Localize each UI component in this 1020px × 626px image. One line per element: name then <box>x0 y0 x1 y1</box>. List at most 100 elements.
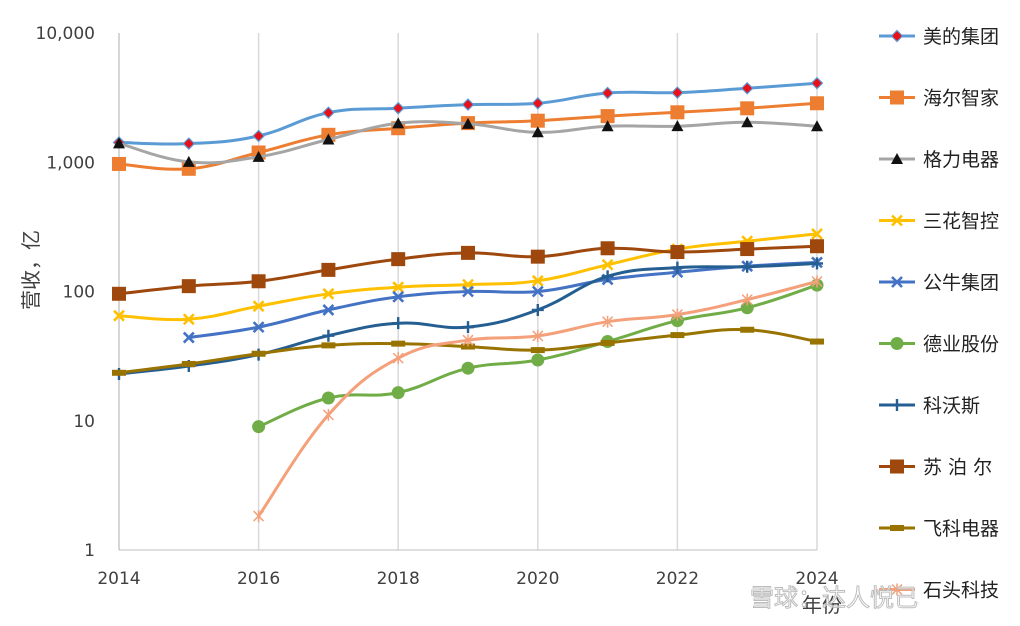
data-point <box>252 150 265 162</box>
series-8 <box>112 239 824 301</box>
data-point <box>462 285 474 298</box>
legend-label: 石头科技 <box>923 580 999 602</box>
data-point <box>182 137 196 150</box>
data-point <box>530 347 545 354</box>
data-point <box>811 275 823 288</box>
data-point <box>182 313 195 326</box>
legend-label: 德业股份 <box>923 334 999 356</box>
y-axis-title: 营收，亿 <box>19 230 43 310</box>
data-point <box>321 391 335 405</box>
data-point <box>601 258 614 271</box>
series-10 <box>253 275 823 523</box>
data-point <box>811 227 823 240</box>
y-tick-label: 1,000 <box>46 153 95 173</box>
data-point <box>741 260 754 273</box>
data-point <box>531 353 545 367</box>
data-point <box>810 338 824 345</box>
legend-label: 公牛集团 <box>923 272 999 294</box>
legend-item: 石头科技 <box>879 580 999 602</box>
legend-item: 美的集团 <box>879 26 999 48</box>
data-point <box>462 334 474 347</box>
data-point <box>462 321 474 334</box>
data-point <box>671 86 684 99</box>
data-point <box>671 120 684 132</box>
legend-label: 格力电器 <box>923 149 999 171</box>
data-point <box>671 261 684 274</box>
x-axis-title: 年份 <box>802 593 842 617</box>
data-point <box>113 137 125 149</box>
series-line <box>117 101 819 171</box>
legend-item: 海尔智家 <box>879 88 999 110</box>
y-tick-label: 10 <box>73 412 95 432</box>
x-tick-label: 2020 <box>516 569 559 589</box>
series-layer <box>112 76 824 523</box>
data-point <box>741 293 753 306</box>
data-point <box>810 239 824 254</box>
data-point <box>392 317 405 330</box>
series-line <box>187 260 819 340</box>
data-point <box>530 113 545 128</box>
legend-label: 科沃斯 <box>923 395 980 417</box>
data-point <box>530 249 545 264</box>
data-point <box>112 156 126 171</box>
series-9 <box>112 326 824 376</box>
data-point <box>810 96 824 111</box>
x-tick-label: 2018 <box>377 569 420 589</box>
watermark: 雪球：达人悦己 <box>750 584 918 612</box>
data-point <box>531 274 544 287</box>
series-4 <box>113 227 823 326</box>
data-point <box>112 286 126 301</box>
data-point <box>182 331 195 344</box>
data-point <box>810 76 824 90</box>
data-point <box>741 116 754 128</box>
x-tick-label: 2022 <box>656 569 699 589</box>
data-point <box>251 350 266 357</box>
data-point <box>811 257 823 270</box>
data-point <box>253 510 265 523</box>
data-point <box>322 329 335 342</box>
data-point <box>391 252 406 267</box>
data-point <box>890 90 904 105</box>
data-point <box>391 340 406 347</box>
data-point <box>461 343 475 350</box>
data-point <box>740 326 755 333</box>
data-point <box>891 276 903 288</box>
x-tick-label: 2014 <box>97 569 140 589</box>
data-point <box>890 459 904 474</box>
data-point <box>601 270 614 283</box>
data-point <box>391 101 405 115</box>
data-point <box>322 133 335 145</box>
data-point <box>671 308 683 321</box>
data-point <box>252 420 266 434</box>
x-tick-label: 2016 <box>237 569 280 589</box>
legend-item: 飞科电器 <box>879 518 999 540</box>
legend-item: 三花智控 <box>879 211 999 233</box>
legend-item: 苏 泊 尔 <box>879 457 992 479</box>
data-point <box>461 98 475 111</box>
data-point <box>252 321 265 334</box>
data-point <box>322 106 335 120</box>
data-point <box>890 337 904 350</box>
data-point <box>890 525 904 531</box>
data-point <box>531 126 544 138</box>
legend-label: 海尔智家 <box>923 88 999 110</box>
x-tick-labels: 2014 2016 2018 2020 2022 2024 <box>97 569 838 589</box>
data-point <box>890 29 904 43</box>
legend-item: 科沃斯 <box>879 395 980 417</box>
data-point <box>461 245 475 260</box>
data-point <box>321 262 336 277</box>
data-point <box>601 86 614 100</box>
data-point <box>322 408 334 421</box>
legend-label: 三花智控 <box>923 211 999 233</box>
data-point <box>181 279 196 294</box>
data-point <box>392 281 405 294</box>
data-point <box>392 352 404 365</box>
y-tick-label: 10,000 <box>36 24 95 44</box>
data-point <box>531 303 544 316</box>
data-point <box>740 101 755 116</box>
data-point <box>531 285 544 298</box>
data-point <box>531 96 545 110</box>
data-point <box>670 332 685 339</box>
